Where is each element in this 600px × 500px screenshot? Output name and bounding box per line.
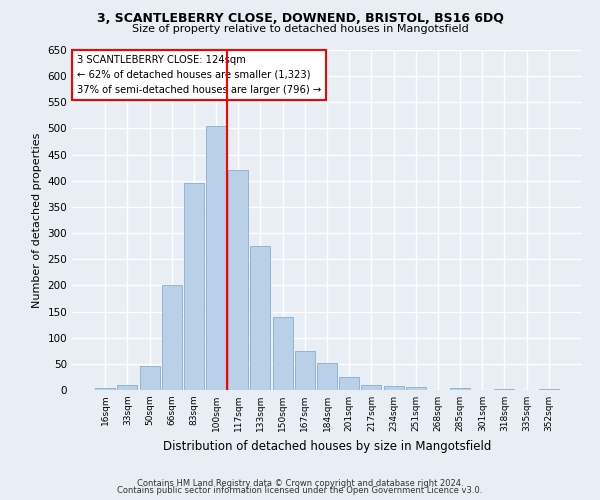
Bar <box>140 366 160 390</box>
Text: Size of property relative to detached houses in Mangotsfield: Size of property relative to detached ho… <box>131 24 469 34</box>
Bar <box>317 363 337 390</box>
Text: Contains HM Land Registry data © Crown copyright and database right 2024.: Contains HM Land Registry data © Crown c… <box>137 478 463 488</box>
Bar <box>95 388 115 390</box>
Bar <box>295 351 315 390</box>
Bar <box>162 286 182 390</box>
Bar <box>250 246 271 390</box>
Bar <box>450 388 470 390</box>
X-axis label: Distribution of detached houses by size in Mangotsfield: Distribution of detached houses by size … <box>163 440 491 452</box>
Text: Contains public sector information licensed under the Open Government Licence v3: Contains public sector information licen… <box>118 486 482 495</box>
Bar <box>118 385 137 390</box>
Text: 3 SCANTLEBERRY CLOSE: 124sqm
← 62% of detached houses are smaller (1,323)
37% of: 3 SCANTLEBERRY CLOSE: 124sqm ← 62% of de… <box>77 55 322 94</box>
Text: 3, SCANTLEBERRY CLOSE, DOWNEND, BRISTOL, BS16 6DQ: 3, SCANTLEBERRY CLOSE, DOWNEND, BRISTOL,… <box>97 12 503 26</box>
Bar <box>272 317 293 390</box>
Bar <box>383 386 404 390</box>
Bar <box>206 126 226 390</box>
Bar <box>361 385 382 390</box>
Bar <box>494 389 514 390</box>
Bar <box>339 377 359 390</box>
Bar <box>406 388 426 390</box>
Bar <box>184 184 204 390</box>
Y-axis label: Number of detached properties: Number of detached properties <box>32 132 42 308</box>
Bar <box>228 170 248 390</box>
